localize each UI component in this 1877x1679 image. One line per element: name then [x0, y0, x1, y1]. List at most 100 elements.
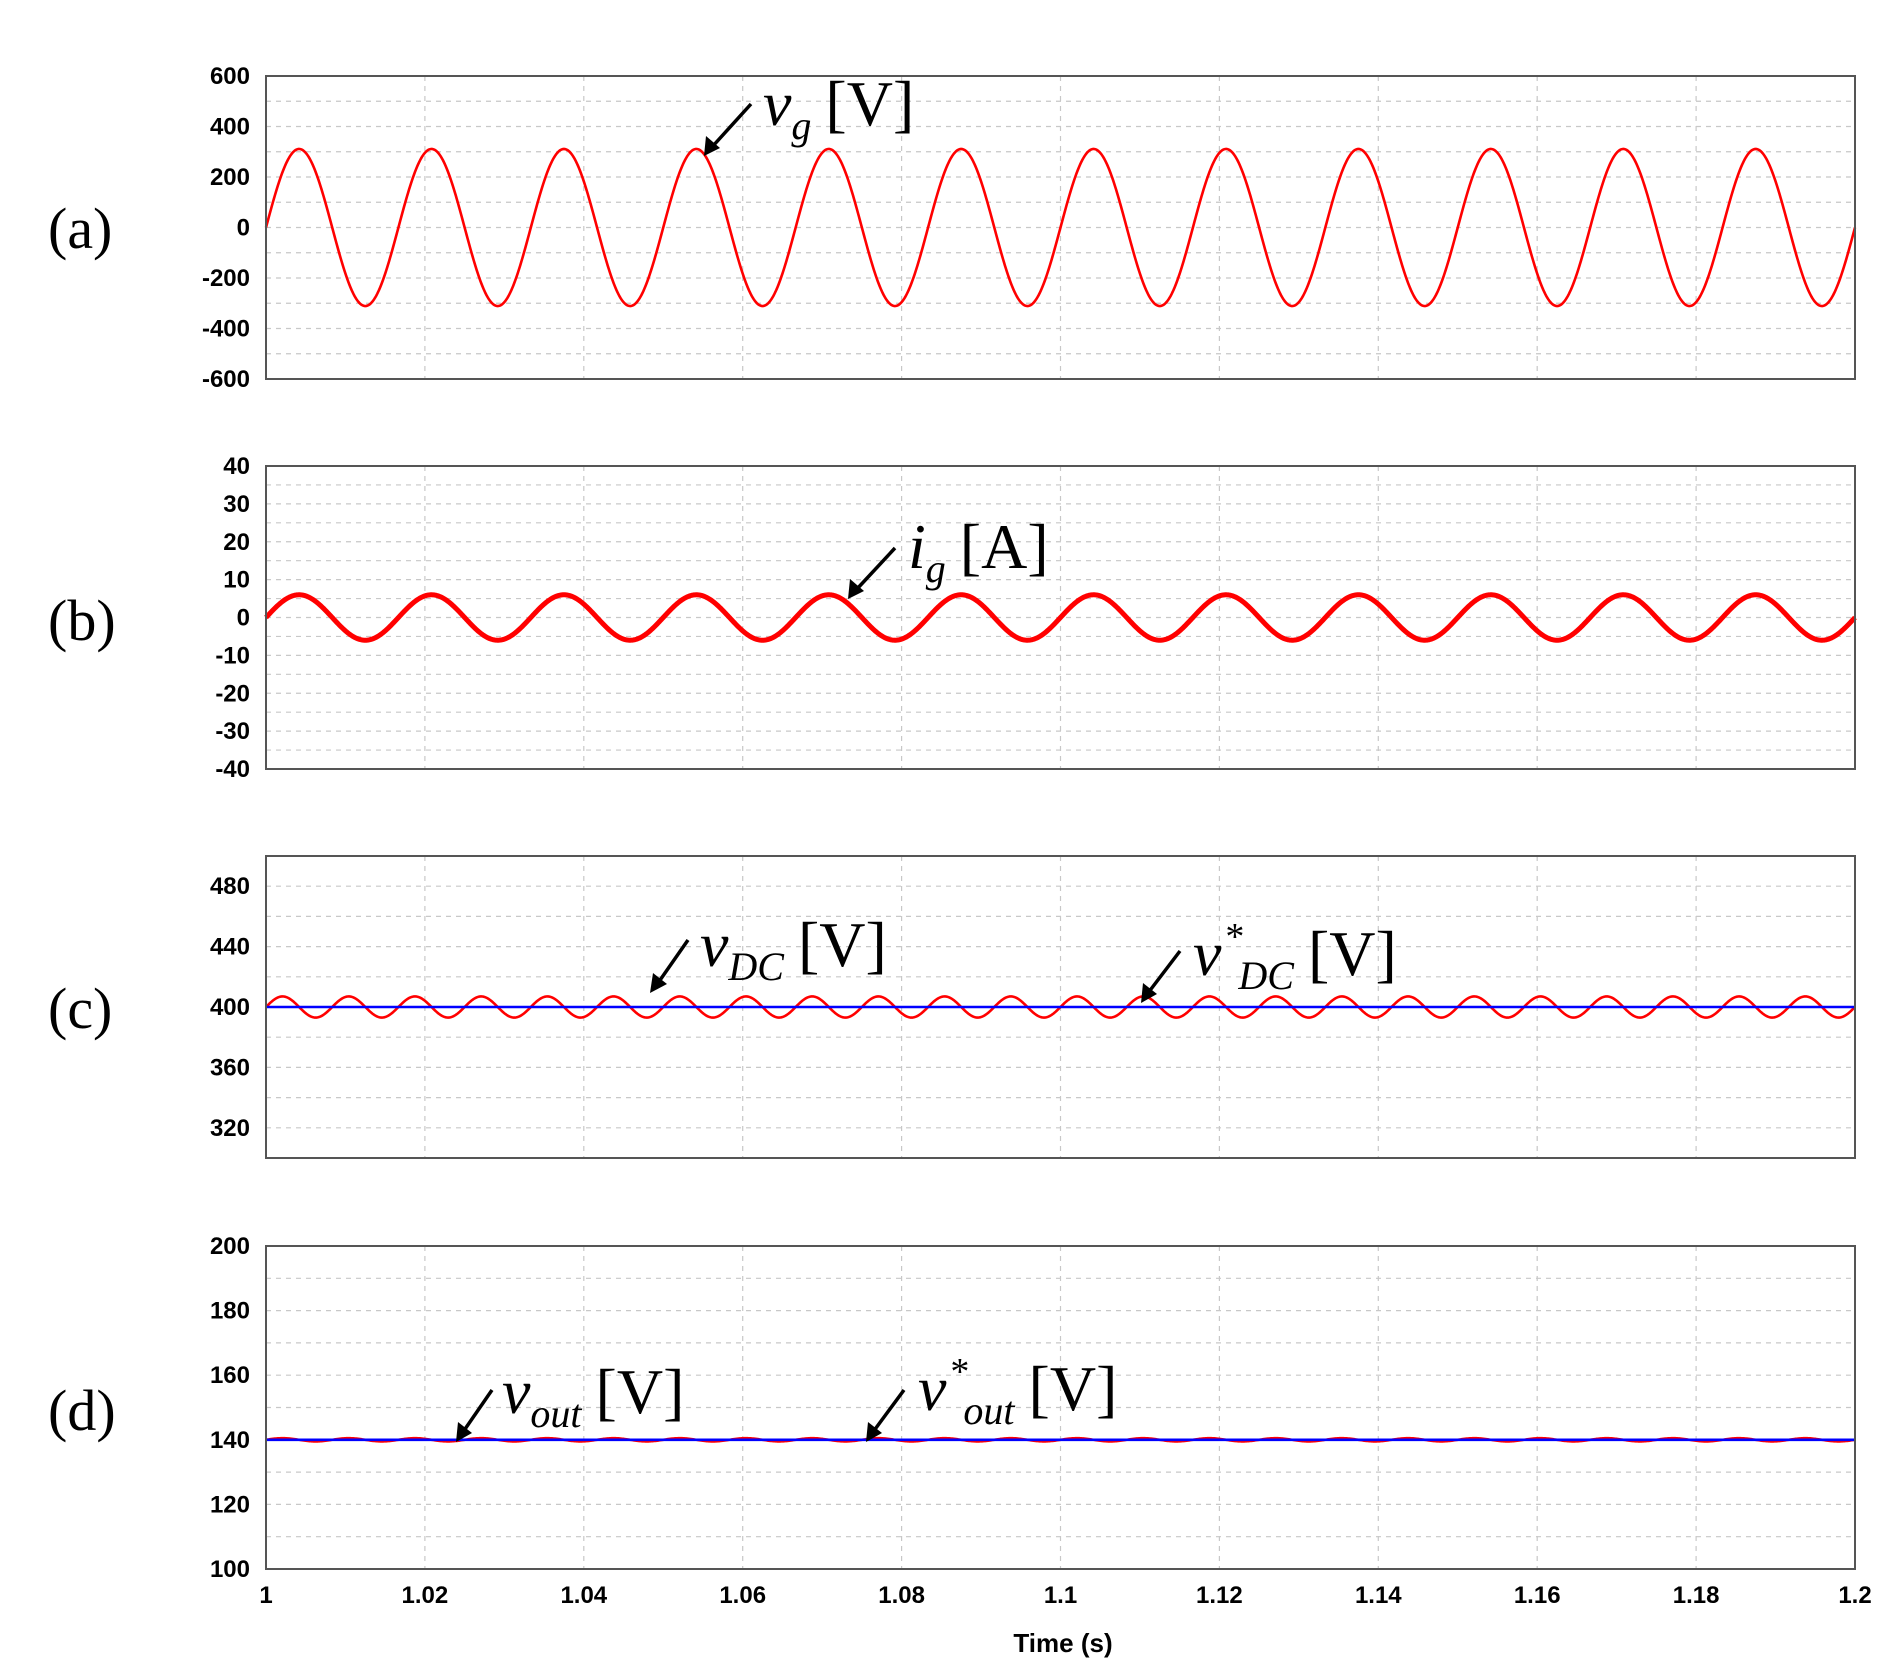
traces-a: [264, 147, 1857, 308]
y-tick-label-b: 30: [223, 491, 250, 518]
arrowhead-vdc: [650, 973, 667, 993]
x-axis-label: Time (s): [1013, 1628, 1112, 1658]
panel-b: (b) 40 30 20 10 0 -10 -20 -30 -40 ig [A]: [48, 453, 1857, 783]
y-tick-label-c: 360: [210, 1054, 250, 1081]
y-tick-label-a: 600: [210, 63, 250, 90]
x-tick-label: 1.12: [1196, 1582, 1243, 1609]
vdc-ref-sup: *: [1225, 916, 1244, 958]
x-tick-label: 1.04: [560, 1582, 607, 1609]
y-tick-label-d: 160: [210, 1362, 250, 1389]
annotation-vout-ref: v * out [V]: [866, 1351, 1117, 1442]
arrow-vdc: [656, 938, 690, 985]
grid-d: [266, 1246, 1855, 1569]
y-tick-label-b: -40: [215, 756, 250, 783]
vg-sub: g: [791, 103, 811, 148]
arrowhead-vdc-ref: [1141, 983, 1157, 1003]
plot-frame-d: [265, 1245, 1856, 1570]
traces-d: [265, 1436, 1856, 1443]
vdc-sub: DC: [727, 944, 785, 989]
y-tick-label-b: -20: [215, 680, 250, 707]
x-tick-label: 1.06: [719, 1582, 766, 1609]
x-tick-label: 1.18: [1673, 1582, 1720, 1609]
y-tick-label-b: -30: [215, 718, 250, 745]
y-ticks-a: 600 400 200 0 -200 -400 -600: [202, 63, 250, 393]
traces-b: [264, 592, 1857, 643]
arrowhead-vout: [456, 1422, 472, 1442]
annotation-vdc: vDC [V]: [650, 909, 887, 993]
y-tick-label-a: 400: [210, 114, 250, 141]
vout-var: v: [502, 1356, 531, 1427]
svg-text:vg[V]: vg [V]: [763, 68, 914, 148]
panel-label-d: (d): [48, 1378, 116, 1443]
y-tick-label-b: 40: [223, 453, 250, 480]
vdc-ref-sub: DC: [1237, 953, 1295, 998]
annotation-vdc-ref: v * DC [V]: [1141, 916, 1397, 1003]
y-tick-label-b: 20: [223, 529, 250, 556]
grid-a: [266, 76, 1855, 379]
annotation-vg: vg [V]: [704, 68, 914, 156]
arrowhead-vout-ref: [866, 1422, 882, 1442]
x-tick-label: 1.1: [1044, 1582, 1077, 1609]
traces-c: [265, 995, 1856, 1019]
panel-d: (d) 200 180 160 140 120 100 1 1.02 1.04 1.06 1.08…: [48, 1233, 1872, 1658]
arrow-ig: [854, 546, 897, 592]
svg-text:v*DC[V]: v * DC [V]: [1193, 916, 1397, 998]
arrow-vout: [461, 1389, 494, 1433]
ig-unit: [A]: [960, 511, 1049, 582]
y-tick-label-a: 200: [210, 164, 250, 191]
panel-label-b: (b): [48, 588, 116, 653]
y-tick-label-d: 140: [210, 1427, 250, 1454]
vg-unit: [V]: [825, 68, 914, 139]
vout-unit: [V]: [596, 1356, 685, 1427]
annotation-ig: ig [A]: [848, 511, 1049, 599]
arrow-vout-ref: [871, 1388, 906, 1434]
ig-var: i: [908, 511, 926, 582]
y-tick-label-d: 100: [210, 1556, 250, 1583]
x-ticks: 1 1.02 1.04 1.06 1.08 1.1 1.12 1.14 1.16 1.18 1.2: [259, 1582, 1871, 1609]
vdc-ref-var: v: [1193, 918, 1222, 989]
arrow-vg: [710, 102, 753, 149]
y-tick-label-b: 10: [223, 567, 250, 594]
y-ticks-b: 40 30 20 10 0 -10 -20 -30 -40: [215, 453, 250, 783]
y-ticks-d: 200 180 160 140 120 100: [210, 1233, 250, 1583]
vout-sub: out: [530, 1391, 582, 1436]
vg-var: v: [763, 68, 792, 139]
svg-text:ig[A]: ig [A]: [908, 511, 1049, 591]
vdc-var: v: [700, 909, 729, 980]
vdc-unit: [V]: [798, 909, 887, 980]
y-tick-label-c: 400: [210, 994, 250, 1021]
x-tick-label: 1.2: [1838, 1582, 1871, 1609]
vout-ref-var: v: [918, 1353, 947, 1424]
arrowhead-ig: [848, 579, 864, 599]
x-tick-label: 1.08: [878, 1582, 925, 1609]
plot-frame-c: [265, 855, 1856, 1159]
svg-text:vDC[V]: vDC [V]: [700, 909, 887, 989]
vout-ref-unit: [V]: [1029, 1353, 1118, 1424]
vout-ref-sub: out: [963, 1388, 1015, 1433]
ig-sub: g: [926, 546, 946, 591]
y-tick-label-b: -10: [215, 642, 250, 669]
y-tick-label-c: 480: [210, 873, 250, 900]
vout-ref-sup: *: [950, 1351, 969, 1393]
y-tick-label-d: 120: [210, 1491, 250, 1518]
y-tick-label-d: 180: [210, 1298, 250, 1325]
plot-frame-b: [265, 465, 1856, 770]
y-tick-label-a: 0: [237, 215, 250, 242]
arrow-vdc-ref: [1146, 949, 1182, 995]
plot-frame-a: [265, 75, 1856, 380]
svg-text:vout[V]: vout [V]: [502, 1356, 684, 1436]
y-tick-label-b: 0: [237, 605, 250, 632]
svg-text:v*out[V]: v * out [V]: [918, 1351, 1117, 1433]
series-line-b-0: [264, 592, 1857, 643]
y-tick-label-c: 440: [210, 934, 250, 961]
y-tick-label-c: 320: [210, 1115, 250, 1142]
x-tick-label: 1: [259, 1582, 272, 1609]
x-tick-label: 1.02: [402, 1582, 449, 1609]
panel-label-a: (a): [48, 196, 112, 261]
grid-b: [266, 466, 1855, 769]
y-tick-label-a: -400: [202, 316, 250, 343]
series-line-a-0: [264, 147, 1857, 308]
panel-a: (a) 600 400 200 0 -200 -400 -600 vg [V]: [48, 63, 1857, 393]
